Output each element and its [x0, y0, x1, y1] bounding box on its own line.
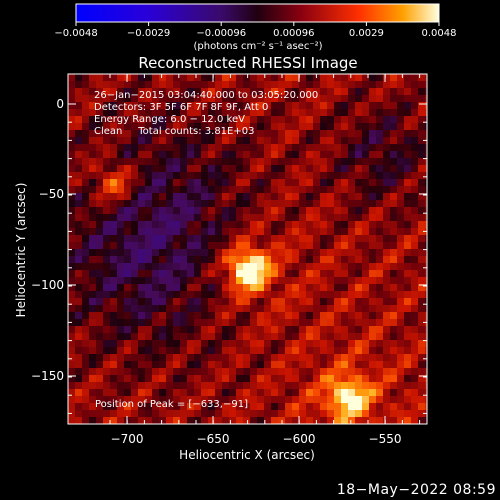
- solar-image: [68, 74, 427, 424]
- x-tick-label: −550: [369, 432, 402, 446]
- plot-title: Reconstructed RHESSI Image: [138, 54, 357, 72]
- info-line-detectors: Detectors: 3F 5F 6F 7F 8F 9F, Att 0: [94, 102, 268, 113]
- colorbar-tick-label: 0.0048: [422, 28, 457, 39]
- peak-position-text: Position of Peak = [−633,−91]: [95, 399, 248, 410]
- colorbar-gradient: [75, 3, 440, 23]
- info-overlay: 26−Jan−2015 03:04:40.000 to 03:05:20.000…: [94, 90, 318, 410]
- y-axis: 0 −50 −100 −150 Heliocentric Y (arcsec): [14, 97, 64, 383]
- x-tick-label: −600: [283, 432, 316, 446]
- y-tick-label: −150: [31, 369, 64, 383]
- x-axis: −700 −650 −600 −550 Heliocentric X (arcs…: [111, 432, 402, 462]
- x-tick-label: −700: [111, 432, 144, 446]
- y-tick-label: −50: [39, 187, 64, 201]
- info-line-counts: Clean Total counts: 3.81E+03: [94, 126, 254, 137]
- info-line-energy: Energy Range: 6.0 − 12.0 keV: [94, 114, 245, 125]
- colorbar-tick-label: −0.00096: [196, 28, 246, 39]
- colorbar: −0.0048 −0.0029 −0.00096 0.00096 0.0029 …: [54, 3, 457, 52]
- axis-tick-marks: [68, 74, 427, 424]
- colorbar-tick-label: −0.0048: [54, 28, 97, 39]
- x-axis-label: Heliocentric X (arcsec): [179, 448, 315, 462]
- colorbar-tick-label: −0.0029: [127, 28, 170, 39]
- colorbar-tick-label: 0.0029: [349, 28, 384, 39]
- y-axis-label: Heliocentric Y (arcsec): [14, 183, 28, 318]
- info-line-time: 26−Jan−2015 03:04:40.000 to 03:05:20.000: [94, 90, 318, 101]
- y-tick-label: 0: [56, 97, 64, 111]
- y-tick-label: −100: [31, 278, 64, 292]
- colorbar-unit-label: (photons cm⁻² s⁻¹ asec⁻²): [193, 41, 322, 52]
- timestamp-footer: 18−May−2022 08:59: [336, 482, 496, 498]
- colorbar-tick-label: 0.00096: [273, 28, 314, 39]
- colorbar-tick-marks: [75, 22, 440, 26]
- x-tick-label: −650: [197, 432, 230, 446]
